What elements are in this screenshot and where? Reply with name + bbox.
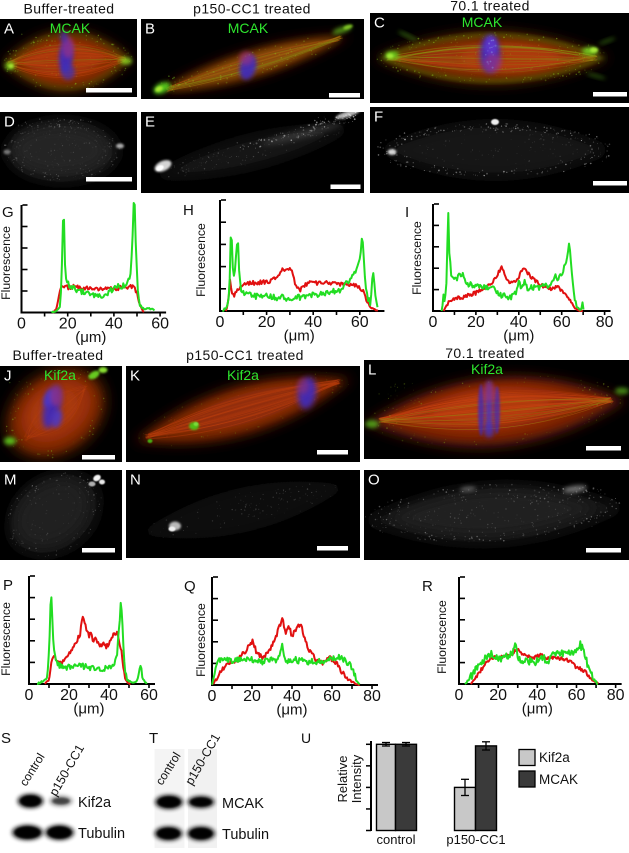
- svg-text:N: N: [130, 472, 141, 489]
- svg-text:0: 0: [25, 687, 34, 704]
- svg-text:40: 40: [283, 688, 301, 705]
- svg-text:G: G: [2, 204, 14, 221]
- svg-text:60: 60: [351, 314, 369, 331]
- svg-text:40: 40: [528, 687, 546, 704]
- svg-text:p150-CC1 treated: p150-CC1 treated: [186, 347, 304, 363]
- svg-text:20: 20: [59, 316, 77, 333]
- svg-text:MCAK: MCAK: [50, 20, 91, 36]
- svg-text:P: P: [3, 577, 13, 594]
- svg-text:60: 60: [140, 687, 158, 704]
- svg-text:20: 20: [467, 314, 485, 331]
- svg-text:p150-CC1 treated: p150-CC1 treated: [193, 1, 311, 17]
- svg-text:Fluorescence: Fluorescence: [0, 602, 13, 676]
- svg-text:80: 80: [596, 314, 614, 331]
- svg-text:Fluorescence: Fluorescence: [435, 600, 449, 674]
- svg-text:p150-CC1: p150-CC1: [446, 832, 505, 847]
- svg-text:Relative: Relative: [335, 756, 350, 803]
- svg-text:(μm): (μm): [522, 701, 553, 718]
- svg-text:20: 20: [60, 687, 78, 704]
- svg-text:Kif2a: Kif2a: [539, 750, 570, 765]
- svg-text:(μm): (μm): [503, 328, 534, 345]
- svg-text:Fluorescence: Fluorescence: [194, 603, 208, 677]
- svg-text:T: T: [149, 730, 158, 747]
- svg-text:Buffer-treated: Buffer-treated: [24, 1, 115, 17]
- svg-text:Kif2a: Kif2a: [44, 367, 76, 383]
- svg-text:0: 0: [455, 687, 464, 704]
- svg-text:L: L: [368, 362, 376, 379]
- svg-text:R: R: [422, 578, 433, 595]
- svg-text:MCAK: MCAK: [462, 14, 503, 30]
- svg-text:(μm): (μm): [276, 702, 307, 719]
- svg-text:MCAK: MCAK: [228, 20, 269, 36]
- svg-text:60: 60: [553, 314, 571, 331]
- svg-text:(μm): (μm): [73, 701, 104, 718]
- svg-text:60: 60: [323, 688, 341, 705]
- svg-text:(μm): (μm): [284, 328, 315, 345]
- svg-text:Kif2a: Kif2a: [471, 361, 503, 377]
- svg-text:I: I: [405, 204, 409, 221]
- svg-text:Buffer-treated: Buffer-treated: [13, 347, 104, 363]
- svg-text:40: 40: [510, 314, 528, 331]
- svg-text:S: S: [1, 730, 11, 747]
- svg-text:20: 20: [243, 688, 261, 705]
- svg-text:Q: Q: [184, 578, 196, 595]
- svg-text:Tubulin: Tubulin: [78, 826, 125, 842]
- svg-text:60: 60: [151, 316, 169, 333]
- svg-text:Fluorescence: Fluorescence: [0, 226, 13, 300]
- svg-text:D: D: [4, 114, 15, 131]
- svg-text:MCAK: MCAK: [222, 796, 264, 812]
- svg-text:40: 40: [105, 316, 123, 333]
- svg-text:O: O: [368, 472, 380, 489]
- svg-text:70.1 treated: 70.1 treated: [445, 345, 525, 361]
- svg-text:60: 60: [568, 687, 586, 704]
- svg-text:70.1 treated: 70.1 treated: [450, 0, 530, 14]
- svg-text:F: F: [374, 109, 383, 126]
- svg-text:80: 80: [607, 687, 625, 704]
- svg-text:80: 80: [363, 688, 381, 705]
- svg-text:0: 0: [208, 688, 217, 705]
- svg-text:A: A: [4, 21, 14, 38]
- svg-text:0: 0: [429, 314, 438, 331]
- svg-text:40: 40: [100, 687, 118, 704]
- svg-text:H: H: [183, 202, 194, 219]
- svg-text:40: 40: [304, 314, 322, 331]
- svg-text:Kif2a: Kif2a: [78, 795, 112, 811]
- svg-text:20: 20: [489, 687, 507, 704]
- svg-text:control: control: [376, 832, 415, 847]
- svg-text:B: B: [145, 21, 155, 38]
- svg-text:Intensity: Intensity: [349, 754, 364, 803]
- svg-text:J: J: [4, 368, 12, 385]
- svg-text:E: E: [145, 114, 155, 131]
- svg-text:0: 0: [17, 316, 26, 333]
- svg-text:Fluorescence: Fluorescence: [410, 221, 424, 295]
- svg-text:MCAK: MCAK: [539, 772, 578, 787]
- svg-text:(μm): (μm): [75, 329, 106, 346]
- svg-text:Kif2a: Kif2a: [227, 367, 259, 383]
- svg-text:Tubulin: Tubulin: [222, 827, 269, 843]
- svg-text:K: K: [130, 368, 140, 385]
- svg-text:U: U: [301, 730, 311, 746]
- svg-text:Fluorescence: Fluorescence: [194, 223, 208, 297]
- svg-text:C: C: [374, 15, 385, 32]
- svg-text:20: 20: [258, 314, 276, 331]
- svg-text:M: M: [4, 472, 17, 489]
- svg-text:0: 0: [216, 314, 225, 331]
